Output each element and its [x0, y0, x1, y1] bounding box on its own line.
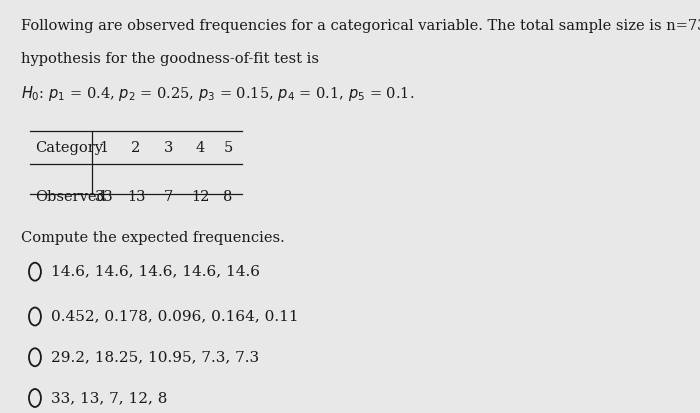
Text: 7: 7 — [164, 190, 173, 204]
Text: 33: 33 — [94, 190, 113, 204]
Text: Category: Category — [35, 141, 103, 155]
Text: $H_0$: $p_1$ = 0.4, $p_2$ = 0.25, $p_3$ = 0.15, $p_4$ = 0.1, $p_5$ = 0.1.: $H_0$: $p_1$ = 0.4, $p_2$ = 0.25, $p_3$ … — [21, 84, 414, 103]
Text: 2: 2 — [132, 141, 141, 155]
Text: 1: 1 — [99, 141, 108, 155]
Text: Following are observed frequencies for a categorical variable. The total sample : Following are observed frequencies for a… — [21, 19, 700, 33]
Text: hypothesis for the goodness-of-fit test is: hypothesis for the goodness-of-fit test … — [21, 52, 319, 66]
Text: 0.452, 0.178, 0.096, 0.164, 0.11: 0.452, 0.178, 0.096, 0.164, 0.11 — [51, 309, 299, 323]
Text: 4: 4 — [196, 141, 205, 155]
Text: 13: 13 — [127, 190, 146, 204]
Text: 12: 12 — [191, 190, 210, 204]
Text: 3: 3 — [164, 141, 173, 155]
Text: Compute the expected frequencies.: Compute the expected frequencies. — [21, 231, 285, 245]
Text: Observed: Observed — [35, 190, 106, 204]
Text: 14.6, 14.6, 14.6, 14.6, 14.6: 14.6, 14.6, 14.6, 14.6, 14.6 — [51, 265, 260, 279]
Text: 5: 5 — [223, 141, 232, 155]
Text: 33, 13, 7, 12, 8: 33, 13, 7, 12, 8 — [51, 391, 167, 405]
Text: 8: 8 — [223, 190, 232, 204]
Text: 29.2, 18.25, 10.95, 7.3, 7.3: 29.2, 18.25, 10.95, 7.3, 7.3 — [51, 350, 259, 364]
